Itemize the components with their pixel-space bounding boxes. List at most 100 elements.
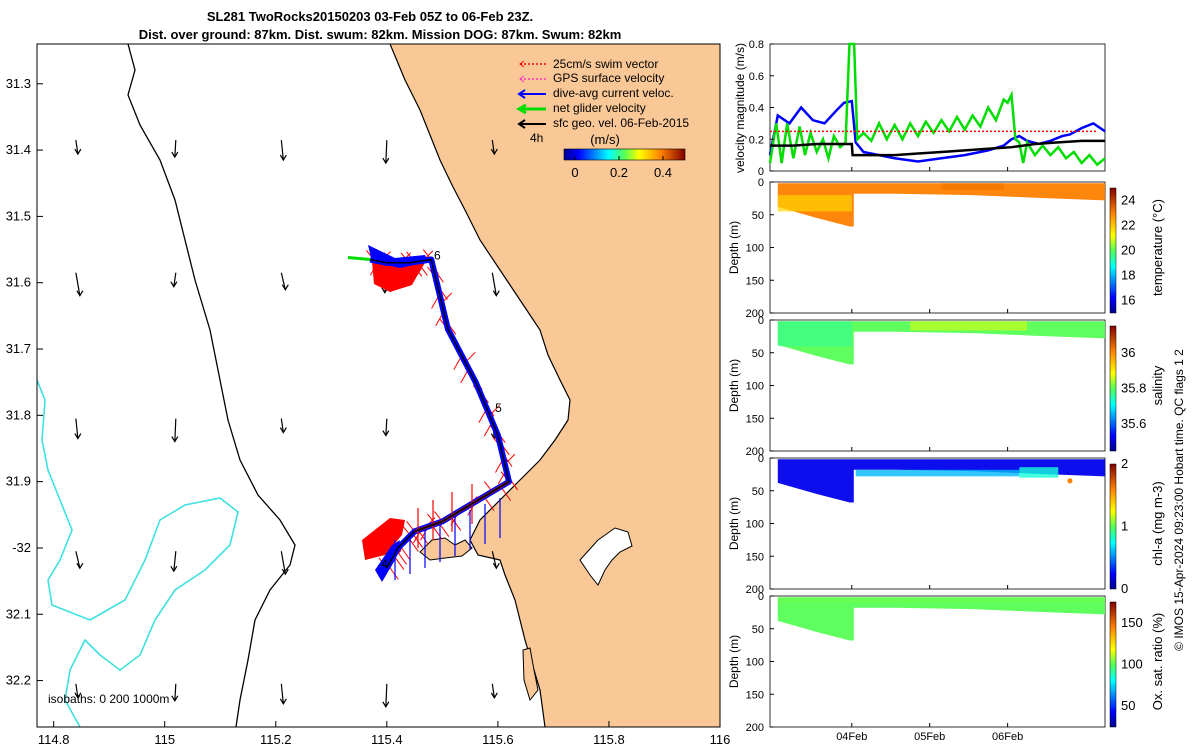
glider-track-layer: 6 5 4	[347, 245, 519, 582]
geo-arrow	[280, 272, 289, 291]
map-x-tick-label: 115	[154, 732, 175, 747]
track-day-label: 6	[434, 249, 441, 263]
section-colorbar	[1109, 601, 1117, 728]
colorbar-unit: (m/s)	[590, 132, 620, 147]
depth-tick-label: 200	[746, 722, 764, 734]
time-axis-ticks: 04Feb 05Feb 06Feb	[836, 167, 1023, 743]
section-colorbar	[1109, 325, 1117, 452]
map-y-tick-label: 32.1	[6, 606, 31, 621]
section-chl-a: 0 50 100 150 200 Depth (m) 0 1 2 chl-a (mg m-3)	[727, 453, 1165, 596]
legend-item-net-glider-velocity: net glider velocity	[515, 101, 646, 115]
geo-arrow	[382, 140, 390, 165]
geo-arrow	[74, 418, 82, 440]
colorbar-tick-label: 35.8	[1121, 381, 1146, 396]
geo-arrow	[75, 551, 84, 570]
map-legend: 25cm/s swim vector GPS surface velocity …	[515, 57, 689, 180]
svg-text:GPS surface velocity: GPS surface velocity	[553, 71, 664, 85]
track-day-label: 4	[381, 557, 388, 571]
island-rottnest	[419, 537, 473, 561]
map-x-tick-label: 115.8	[593, 732, 625, 747]
legend-item-swim-vector: 25cm/s swim vector	[519, 57, 658, 71]
section-data-variation	[777, 195, 852, 212]
island-garden	[522, 647, 539, 702]
imos-side-note: © IMOS 15-Apr-2024 09:23:00 Hobart time.…	[1172, 349, 1186, 651]
geo-arrow	[491, 272, 500, 297]
section-data-variation	[855, 469, 1020, 477]
track-day-label: 5	[495, 401, 502, 415]
section-data-point	[1067, 478, 1073, 484]
map-y-tick-label: 32.2	[6, 673, 31, 688]
geo-arrow	[74, 140, 82, 156]
map-y-tick-label: 31.3	[6, 76, 31, 91]
colorbar-tick-label: 150	[1121, 615, 1143, 630]
chart-title-line2: Dist. over ground: 87km. Dist. swum: 82k…	[138, 27, 622, 42]
colorbar-tick-label: 16	[1121, 293, 1135, 308]
geo-arrow	[170, 551, 178, 573]
depth-tick-label: 50	[752, 348, 764, 360]
velocity-series	[768, 42, 1106, 167]
depth-tick-label: 100	[746, 243, 764, 255]
map-axis-ticks: 114.8 115 115.2 115.4 115.6 115.8 116 31.3 31.4 3…	[6, 76, 731, 747]
section-colorbar	[1109, 463, 1117, 590]
depth-tick-label: 0	[758, 591, 764, 603]
depth-tick-label: 150	[746, 413, 764, 425]
colorbar-tick-label: 18	[1121, 268, 1135, 283]
section-oxygen: 0 50 100 150 200 Depth (m) 50 100 150 Ox. sat. ra…	[727, 591, 1165, 734]
velocity-ylabel: velocity magnitude (m/s)	[733, 43, 747, 173]
legend-item-sfc-geo-velocity: sfc geo. vel. 06-Feb-2015	[517, 116, 689, 130]
geo-arrow	[279, 140, 287, 162]
geo-arrow	[382, 418, 390, 437]
geo-arrow	[279, 683, 287, 706]
geo-arrow	[279, 418, 287, 434]
speed-colorbar-ticks: 0 0.2 0.4	[571, 156, 672, 180]
isobath-legend: isobaths: 0 200 1000m	[48, 692, 169, 706]
colorbar-tick-label: 0	[1121, 581, 1128, 596]
section-ylabel: Depth (m)	[727, 497, 741, 550]
land-area	[390, 44, 720, 727]
depth-tick-label: 0	[758, 177, 764, 189]
section-data	[777, 321, 1105, 365]
section-data-variation	[941, 183, 1004, 190]
geo-arrow	[74, 683, 82, 700]
colorbar-tick-label: 36	[1121, 345, 1135, 360]
section-data	[777, 183, 1105, 227]
geo-arrow	[171, 418, 179, 443]
swim-vector-cluster	[362, 518, 405, 560]
colorbar-tick-label: 0	[571, 165, 578, 180]
section-data-variation	[777, 321, 852, 347]
map-x-tick-label: 115.6	[482, 732, 514, 747]
map-x-tick-label: 116	[710, 732, 731, 747]
section-colorbar	[1109, 187, 1117, 314]
section-data-variation	[910, 321, 1028, 331]
section-salinity: 0 50 100 150 200 Depth (m) 35.6 35.8 36 salinity	[727, 315, 1165, 458]
speed-colorbar	[563, 148, 686, 161]
colorbar-tick-label: 35.6	[1121, 416, 1146, 431]
svg-text:sfc geo. vel. 06-Feb-2015: sfc geo. vel. 06-Feb-2015	[553, 116, 689, 130]
map-x-tick-label: 115.2	[260, 732, 292, 747]
depth-tick-label: 0	[758, 453, 764, 465]
section-ylabel: Depth (m)	[727, 221, 741, 274]
map-y-tick-label: 31.8	[6, 407, 31, 422]
geo-arrow	[490, 140, 498, 156]
depth-tick-label: 0	[758, 315, 764, 327]
geo-arrow	[490, 683, 498, 700]
colorbar-tick-label: 24	[1121, 193, 1135, 208]
map-panel: 6 5 4 114.8 115 115.2 115.4 115.6 115.8 116 31.3 3…	[6, 43, 731, 747]
section-temperature: 0 50 100 150 200 Depth (m) 16 18 20 22 24 temperatu…	[727, 177, 1165, 320]
section-colorbar-label: temperature (°C)	[1150, 199, 1165, 296]
swim-vector-cluster	[372, 258, 425, 292]
map-y-tick-label: 31.9	[6, 474, 31, 489]
section-data-variation	[777, 597, 1105, 603]
colorbar-tick-label: 100	[1121, 657, 1143, 672]
time-tick-label: 04Feb	[836, 731, 867, 743]
geo-arrow	[75, 272, 84, 297]
section-colorbar-label: chl-a (mg m-3)	[1150, 481, 1165, 566]
velocity-y-tick-label: 0.2	[749, 134, 764, 146]
coastline	[389, 44, 571, 727]
section-colorbar-label: Ox. sat. ratio (%)	[1150, 613, 1165, 711]
depth-tick-label: 200	[746, 308, 764, 320]
colorbar-tick-label: 0.2	[610, 165, 628, 180]
colorbar-tick-label: 1	[1121, 519, 1128, 534]
depth-tick-label: 150	[746, 689, 764, 701]
